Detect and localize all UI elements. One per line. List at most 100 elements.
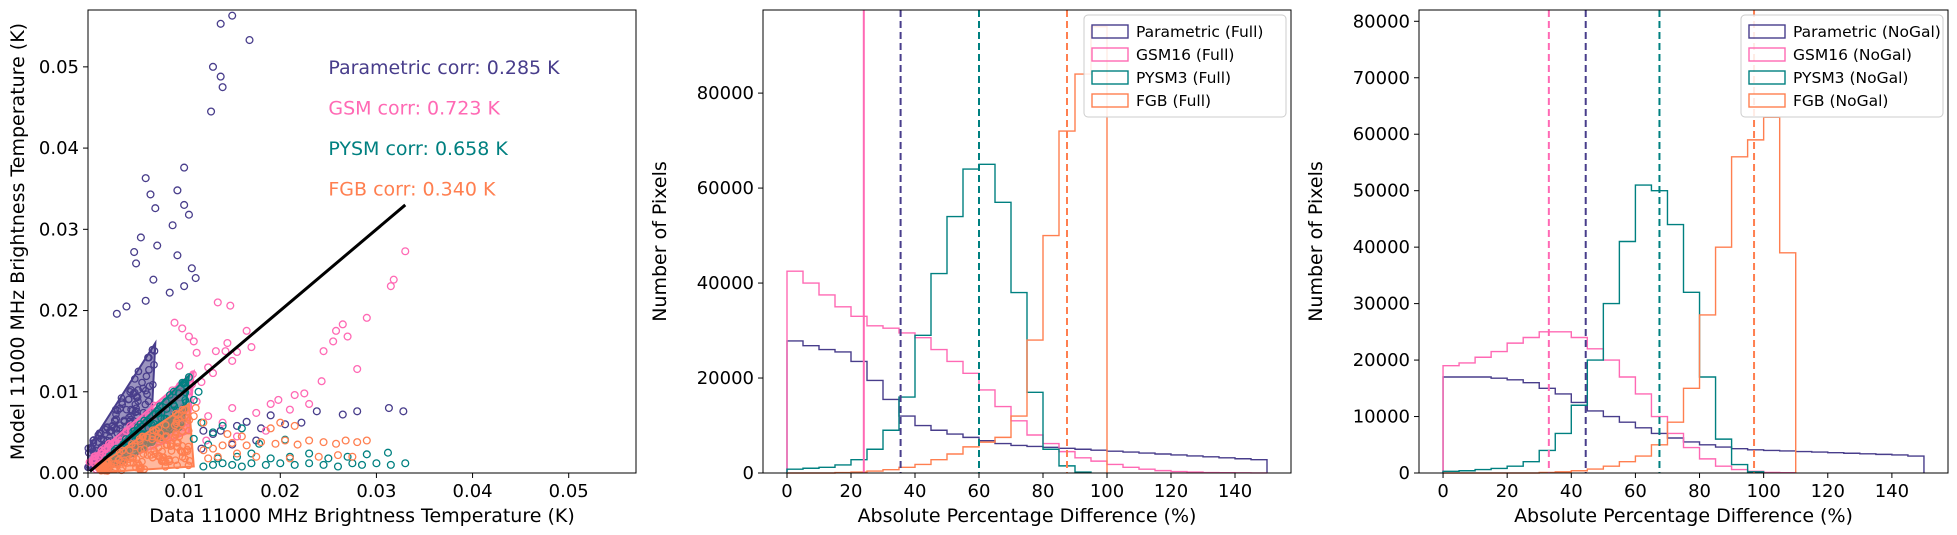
dense-point-fgb	[181, 454, 189, 463]
dense-point-parametric	[89, 436, 98, 444]
histogram-nogal-y-axis-label: Number of Pixels	[1305, 161, 1327, 322]
histogram-series	[1442, 331, 1797, 474]
scatter-point-fgb	[242, 441, 251, 450]
scatter-point-pysm	[232, 452, 242, 461]
scatter-point-fgb	[333, 451, 343, 460]
scatter-point-pysm	[218, 459, 227, 468]
scatter-point-gsm	[226, 301, 235, 310]
y-tick-label: 0.01	[39, 382, 79, 403]
scatter-point-fgb	[293, 440, 302, 449]
scatter-point-fgb	[305, 436, 314, 445]
histogram-series	[787, 25, 1108, 474]
scatter-point-gsm	[274, 395, 283, 404]
dense-point-parametric	[118, 398, 126, 407]
dense-point-fgb	[126, 458, 135, 467]
y-tick-label: 0.00	[39, 463, 79, 484]
dense-point-fgb	[183, 445, 191, 454]
y-tick-label: 10000	[1353, 407, 1410, 428]
scatter-point-parametric	[242, 417, 251, 426]
legend-label: Parametric (NoGal)	[1793, 23, 1941, 41]
scatter-point-parametric	[168, 221, 177, 230]
scatter-point-pysm	[189, 395, 198, 404]
histogram-full-y-axis-label: Number of Pixels	[649, 161, 671, 322]
scatter-point-parametric	[146, 190, 155, 199]
x-tick-label: 0.03	[356, 481, 396, 502]
scatter-point-fgb	[285, 454, 294, 463]
scatter-point-parametric	[257, 424, 266, 433]
dense-point-fgb	[125, 455, 133, 464]
histogram-series	[786, 163, 1092, 473]
scatter-point-parametric	[180, 200, 189, 209]
scatter-point-gsm	[170, 318, 179, 327]
dense-point-parametric	[127, 405, 135, 414]
dense-point-parametric	[149, 380, 157, 389]
x-tick-label: 0	[781, 481, 792, 502]
legend-label: FGB (Full)	[1136, 92, 1211, 110]
dense-point-fgb	[173, 439, 181, 447]
scatter-point-pysm	[357, 460, 367, 469]
y-tick-label: 30000	[1353, 294, 1410, 315]
dense-point-fgb	[161, 421, 170, 429]
scatter-point-gsm	[228, 403, 237, 413]
scatter-point-parametric	[228, 11, 237, 20]
scatter-point-parametric	[141, 174, 150, 183]
scatter-point-fgb	[257, 438, 266, 447]
scatter-point-pysm	[383, 448, 393, 457]
histogram-full-mean-lines	[862, 10, 1068, 473]
scatter-point-gsm	[338, 320, 347, 329]
scatter-point-pysm	[343, 452, 352, 461]
scatter-point-pysm	[228, 460, 237, 469]
scatter-point-gsm	[223, 338, 232, 348]
scatter-point-parametric	[153, 241, 162, 250]
y-tick-label: 80000	[697, 83, 754, 104]
scatter-point-fgb	[290, 421, 299, 430]
scatter-point-fgb	[314, 452, 323, 461]
scatter-point-parametric	[216, 426, 225, 435]
scatter-point-fgb	[266, 424, 275, 433]
x-tick-label: 40	[1560, 481, 1583, 502]
x-tick-label: 120	[1811, 481, 1845, 502]
histogram-nogal-series	[1442, 116, 1925, 474]
x-tick-label: 100	[1090, 481, 1124, 502]
legend-swatch	[1748, 93, 1786, 108]
scatter-point-fgb	[353, 438, 362, 447]
scatter-point-gsm	[290, 390, 299, 400]
x-tick-label: 80	[1032, 481, 1055, 502]
dense-point-parametric	[145, 366, 153, 374]
scatter-point-parametric	[173, 251, 182, 260]
scatter-point-gsm	[178, 324, 187, 333]
scatter-point-pysm	[237, 462, 246, 471]
scatter-point-pysm	[247, 449, 256, 458]
x-tick-label: 60	[968, 481, 991, 502]
scatter-point-fgb	[213, 452, 222, 461]
x-tick-label: 100	[1746, 481, 1780, 502]
histogram-nogal-panel: 0 20 40 60 80 100 120 140 0 10000 20000 30000 40000 5…	[1305, 9, 1949, 527]
legend-swatch	[1748, 24, 1786, 39]
scatter-point-fgb	[199, 418, 208, 427]
scatter-point-fgb	[199, 446, 208, 455]
dense-point-pysm	[170, 402, 179, 410]
x-tick-label: 80	[1688, 481, 1711, 502]
x-tick-label: 0.00	[68, 481, 108, 502]
dense-point-pysm	[156, 402, 164, 410]
scatter-point-gsm	[285, 405, 294, 414]
dense-point-fgb	[148, 453, 157, 462]
scatter-point-parametric	[384, 403, 393, 413]
scatter-point-gsm	[232, 432, 242, 441]
legend-swatch	[1091, 24, 1129, 39]
scatter-point-parametric	[122, 302, 131, 311]
scatter-point-parametric	[281, 420, 290, 429]
histogram-full-ticks: 0 20 40 60 80 100 120 140 0 20000 40000 60000 80000	[697, 83, 1252, 502]
dense-point-parametric	[144, 353, 152, 362]
dense-point-parametric	[141, 400, 150, 409]
scatter-point-parametric	[141, 296, 150, 305]
scatter-point-gsm	[252, 408, 261, 417]
scatter-points	[112, 11, 410, 471]
dense-point-fgb	[180, 405, 189, 414]
histogram-nogal-ticks: 0 20 40 60 80 100 120 140 0 10000 20000 30000 40000 5…	[1353, 11, 1909, 502]
scatter-point-pysm	[237, 424, 246, 433]
scatter-point-pysm	[255, 439, 264, 448]
dense-point-fgb	[184, 426, 193, 435]
dense-point-fgb	[184, 461, 193, 470]
scatter-point-pysm	[290, 460, 299, 469]
